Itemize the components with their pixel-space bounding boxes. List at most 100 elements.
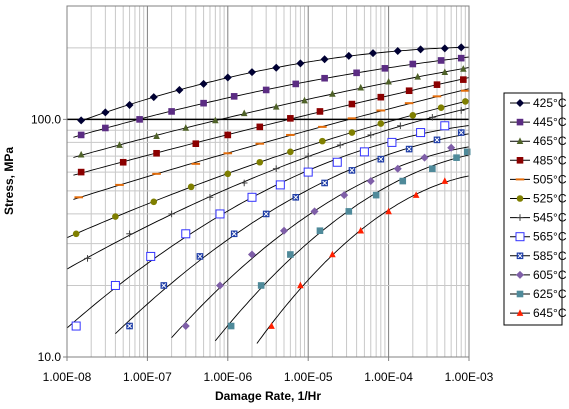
data-point [247,250,257,259]
data-point [272,63,281,72]
data-point [212,116,219,124]
data-point [72,230,80,238]
legend-label: 565°C [533,230,567,244]
legend-marker [516,137,524,144]
fit-curve [73,88,470,200]
data-point [377,93,385,101]
marker-stroke [349,168,355,173]
data-point [369,49,378,58]
data-point [316,227,324,235]
data-point [377,155,385,163]
data-point [348,100,356,108]
legend-label: 445°C [533,115,567,129]
data-point [393,46,402,55]
marker-stroke [378,156,384,162]
data-point [457,107,465,114]
data-point [196,253,204,260]
data-point [292,80,300,88]
legend-marker [516,252,524,260]
data-point [216,281,225,290]
data-point [77,131,85,139]
data-point [230,230,238,238]
data-point [345,208,353,215]
legend-label: 605°C [533,268,567,282]
data-point [292,193,300,201]
fit-curve [256,175,470,344]
data-point [329,90,336,97]
data-point [153,132,160,139]
fit-curve [73,77,470,176]
data-point [146,251,156,261]
data-point [409,60,417,68]
data-point [412,191,420,198]
data-point [247,192,257,202]
data-point [224,170,232,178]
data-point [296,59,305,68]
data-point [297,281,304,289]
data-point [440,121,450,131]
data-point [227,322,235,330]
data-point [460,65,467,72]
marker-stroke [406,146,412,152]
data-point [433,136,441,144]
data-point [230,93,238,100]
data-point [256,158,264,166]
data-point [385,207,392,215]
data-point [441,68,449,75]
data-point [77,116,86,125]
data-point [272,165,280,173]
legend-label: 465°C [533,134,567,148]
data-point [385,77,392,85]
data-point [110,280,120,290]
data-point [77,168,85,176]
data-point [344,51,353,60]
data-point [429,165,436,173]
data-point [409,112,417,119]
data-point [319,137,326,145]
legend-marker [516,290,524,298]
data-point [310,207,319,216]
marker-stroke [263,211,269,217]
data-point [175,85,184,94]
data-point [336,141,344,149]
data-point [160,282,168,289]
x-axis: 1.00E-08 1.00E-07 1.00E-06 1.00E-05 1.00E-04… [43,357,494,384]
x-tick-label: 1.00E-08 [43,370,92,384]
data-point [224,131,232,139]
data-point [457,129,465,136]
legend-marker [516,214,524,221]
marker-stroke [458,130,464,135]
data-point [256,123,264,131]
data-point [463,148,471,156]
marker-stroke [231,231,237,237]
data-point [240,179,248,187]
data-point [287,251,294,258]
data-point [257,282,265,289]
legend-marker [516,118,524,126]
data-point [332,157,342,167]
data-point [150,198,158,206]
data-point [168,210,175,218]
data-point [199,79,208,88]
legend-label: 505°C [533,172,567,186]
data-point [447,143,456,152]
data-point [84,255,91,262]
data-point [119,158,127,166]
data-point [453,154,460,161]
data-point [429,114,436,121]
data-point [359,147,369,157]
data-point [102,124,109,132]
marker-stroke [161,283,167,288]
y-tick-label: 10.0 [38,350,62,364]
legend-label: 645°C [533,306,567,320]
marker-stroke [127,323,132,329]
legend-marker [515,232,525,242]
legend-marker [516,309,524,316]
data-point [247,68,257,77]
data-point [397,122,404,130]
data-point [348,167,356,174]
data-point [387,137,397,147]
data-point [192,140,200,148]
data-point [340,191,349,200]
